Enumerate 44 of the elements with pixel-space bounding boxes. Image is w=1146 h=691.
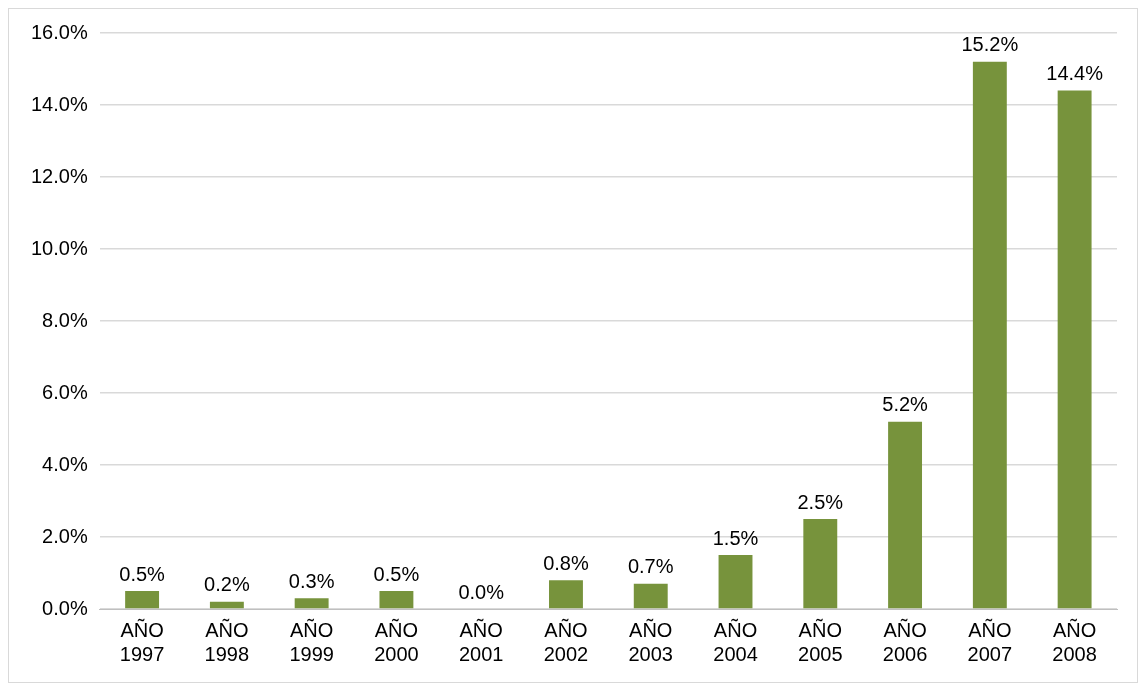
data-label: 0.0%	[458, 580, 505, 603]
data-label: 0.5%	[119, 562, 166, 585]
x-tick-label: AÑO 1998	[204, 617, 250, 665]
bar	[972, 61, 1007, 609]
x-tick-label: AÑO 2005	[798, 617, 843, 665]
y-tick-label: 4.0%	[42, 452, 88, 475]
y-tick-label: 14.0%	[30, 92, 88, 115]
bar	[633, 583, 668, 609]
data-label: 0.5%	[373, 562, 420, 585]
y-tick-label: 2.0%	[42, 524, 88, 547]
x-tick-label: AÑO 2008	[1052, 617, 1097, 665]
data-label: 15.2%	[961, 33, 1019, 56]
x-tick-label: AÑO 2000	[374, 617, 419, 665]
y-tick-label: 6.0%	[42, 380, 88, 403]
data-label: 0.3%	[288, 569, 335, 592]
bar	[549, 580, 583, 609]
x-tick-label: AÑO 2004	[713, 617, 758, 665]
x-tick-label: AÑO 2003	[628, 617, 673, 665]
data-label: 0.7%	[627, 555, 674, 578]
data-label: 1.5%	[712, 526, 759, 549]
y-tick-label: 0.0%	[42, 596, 88, 619]
bar	[803, 519, 838, 609]
data-label: 2.5%	[797, 490, 844, 513]
x-tick-label: AÑO 2001	[458, 617, 504, 665]
bar	[718, 555, 753, 609]
data-label: 0.8%	[543, 551, 589, 574]
y-tick-label: 16.0%	[30, 20, 88, 43]
y-tick-label: 8.0%	[42, 308, 88, 331]
y-tick-label: 12.0%	[30, 164, 88, 187]
x-tick-label: AÑO 2002	[543, 617, 589, 665]
x-tick-label: AÑO 1999	[289, 617, 334, 665]
x-tick-label: AÑO 2006	[882, 617, 928, 665]
bar	[125, 591, 160, 609]
bar	[379, 591, 414, 609]
x-tick-label: AÑO 1997	[119, 617, 165, 665]
x-tick-label: AÑO 2007	[967, 617, 1013, 665]
bar	[294, 598, 329, 609]
data-label: 0.2%	[204, 573, 250, 596]
data-label: 5.2%	[882, 393, 929, 416]
data-label: 14.4%	[1046, 62, 1104, 85]
bar	[888, 421, 923, 609]
y-tick-label: 10.0%	[30, 236, 88, 259]
bar	[209, 601, 244, 609]
bar	[1057, 90, 1092, 609]
